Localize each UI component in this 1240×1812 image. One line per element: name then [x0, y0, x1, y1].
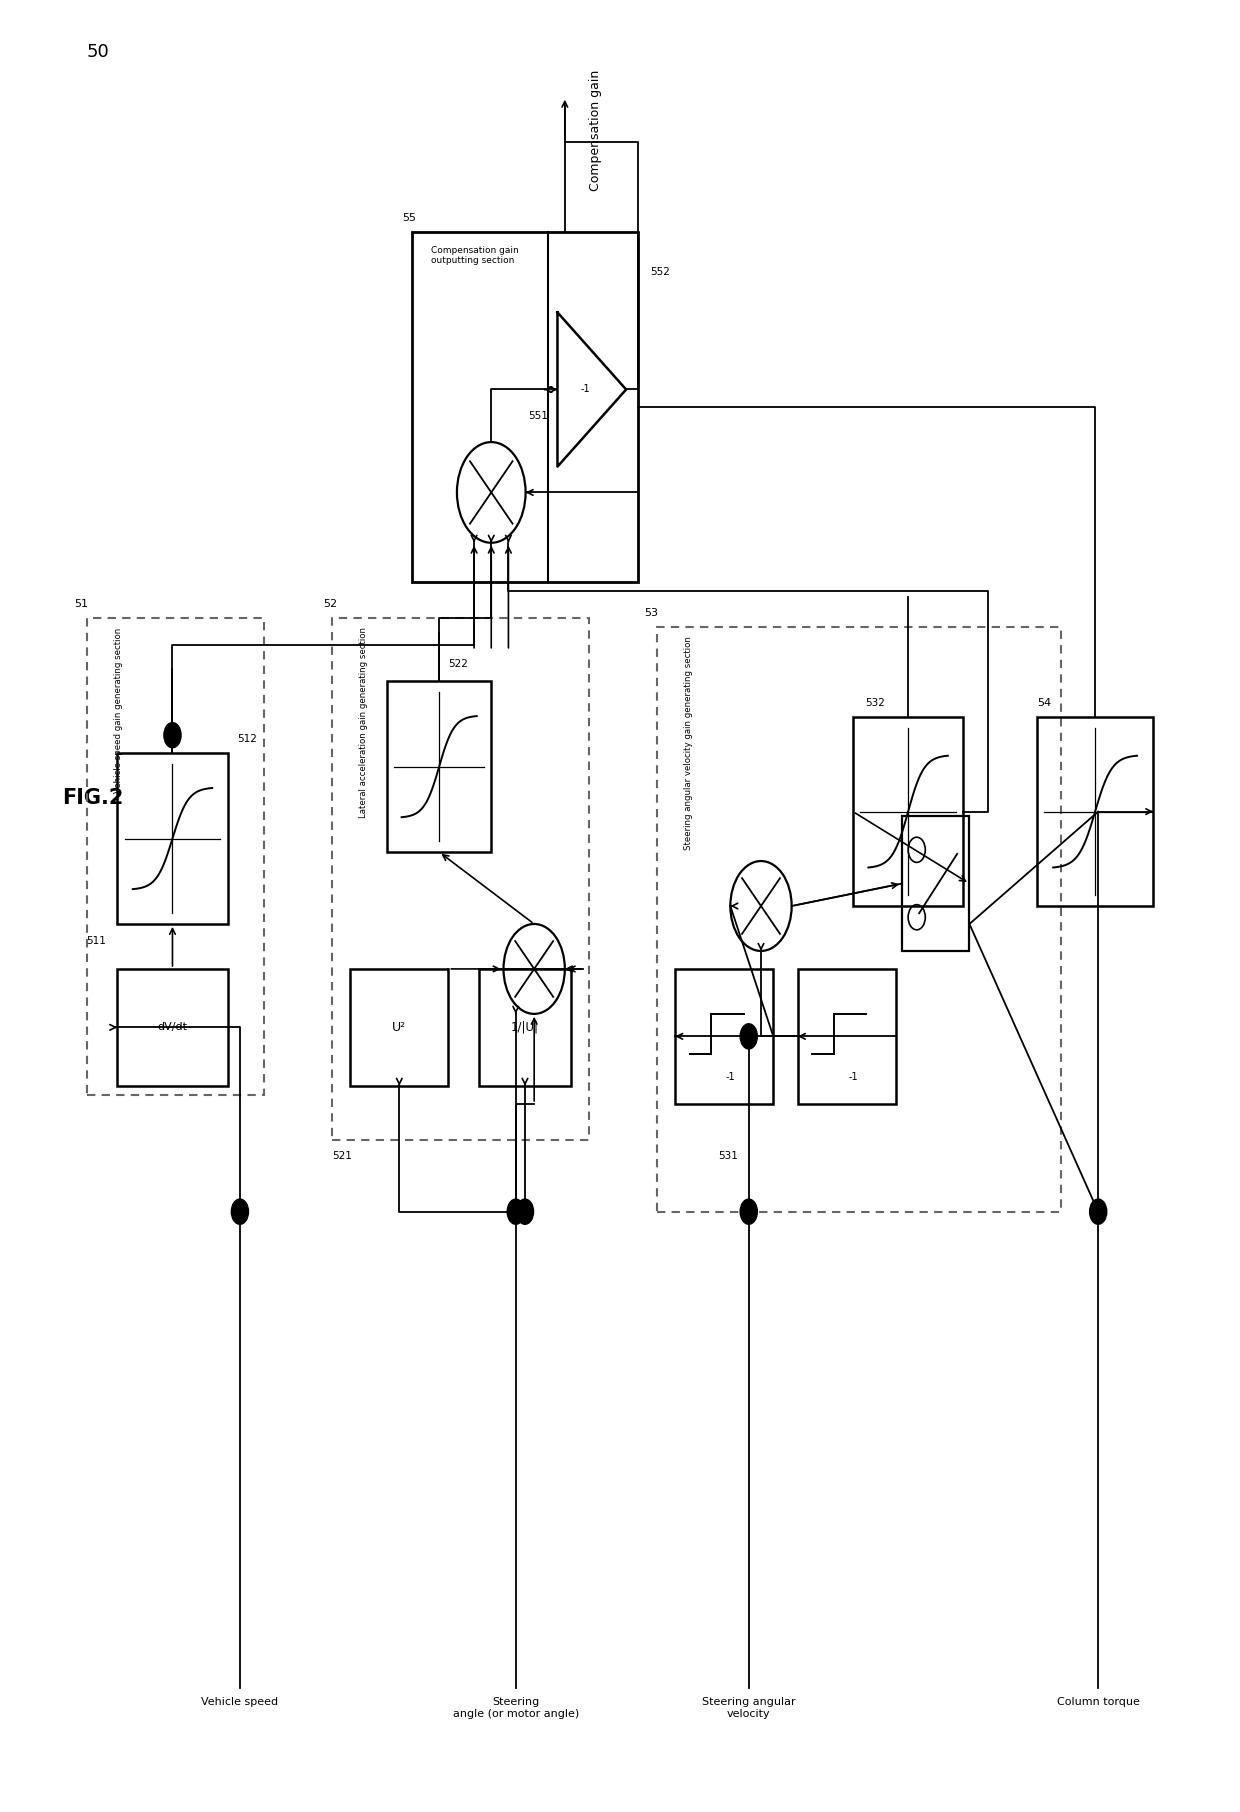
- Circle shape: [740, 1200, 758, 1225]
- Bar: [853, 718, 963, 906]
- Text: 551: 551: [528, 411, 548, 420]
- Text: 50: 50: [87, 43, 109, 62]
- Bar: [901, 815, 970, 951]
- Text: 52: 52: [324, 600, 337, 609]
- Text: Lateral acceleration gain generating section: Lateral acceleration gain generating sec…: [358, 627, 368, 819]
- Text: -1: -1: [580, 384, 590, 395]
- Text: 552: 552: [651, 266, 671, 277]
- Text: 511: 511: [87, 935, 107, 946]
- Text: Steering angular
velocity: Steering angular velocity: [702, 1698, 796, 1720]
- Text: 1/|U|: 1/|U|: [511, 1020, 539, 1035]
- Text: Compensation gain: Compensation gain: [589, 71, 603, 190]
- Text: 522: 522: [449, 658, 469, 669]
- Text: -1: -1: [848, 1073, 858, 1082]
- Text: Compensation gain
outputting section: Compensation gain outputting section: [432, 246, 518, 266]
- Text: Steering angular velocity gain generating section: Steering angular velocity gain generatin…: [683, 636, 693, 850]
- Text: Vehicle speed gain generating section: Vehicle speed gain generating section: [114, 627, 123, 792]
- Bar: [332, 618, 589, 1140]
- Text: 54: 54: [1037, 698, 1052, 708]
- Bar: [1037, 718, 1153, 906]
- Bar: [387, 681, 491, 852]
- Circle shape: [740, 1024, 758, 1049]
- Circle shape: [1090, 1200, 1107, 1225]
- Circle shape: [164, 723, 181, 748]
- Text: 521: 521: [332, 1151, 352, 1161]
- Text: 55: 55: [402, 212, 415, 223]
- Text: 53: 53: [645, 609, 658, 618]
- Bar: [412, 232, 639, 582]
- Text: 51: 51: [74, 600, 88, 609]
- Bar: [118, 754, 228, 924]
- Bar: [87, 618, 264, 1094]
- Bar: [657, 627, 1061, 1212]
- Text: 531: 531: [718, 1151, 738, 1161]
- Bar: [797, 969, 895, 1104]
- Text: dV/dt: dV/dt: [157, 1022, 187, 1033]
- Text: 512: 512: [237, 734, 258, 745]
- Text: U²: U²: [392, 1020, 407, 1035]
- Circle shape: [232, 1200, 248, 1225]
- Circle shape: [507, 1200, 525, 1225]
- Bar: [675, 969, 774, 1104]
- Text: Column torque: Column torque: [1056, 1698, 1140, 1707]
- Bar: [118, 969, 228, 1085]
- Text: -1: -1: [725, 1073, 735, 1082]
- Text: 532: 532: [866, 698, 885, 708]
- Bar: [350, 969, 449, 1085]
- Text: FIG.2: FIG.2: [62, 788, 124, 808]
- Circle shape: [516, 1200, 533, 1225]
- Bar: [479, 969, 570, 1085]
- Text: Vehicle speed: Vehicle speed: [201, 1698, 279, 1707]
- Text: Steering
angle (or motor angle): Steering angle (or motor angle): [453, 1698, 579, 1720]
